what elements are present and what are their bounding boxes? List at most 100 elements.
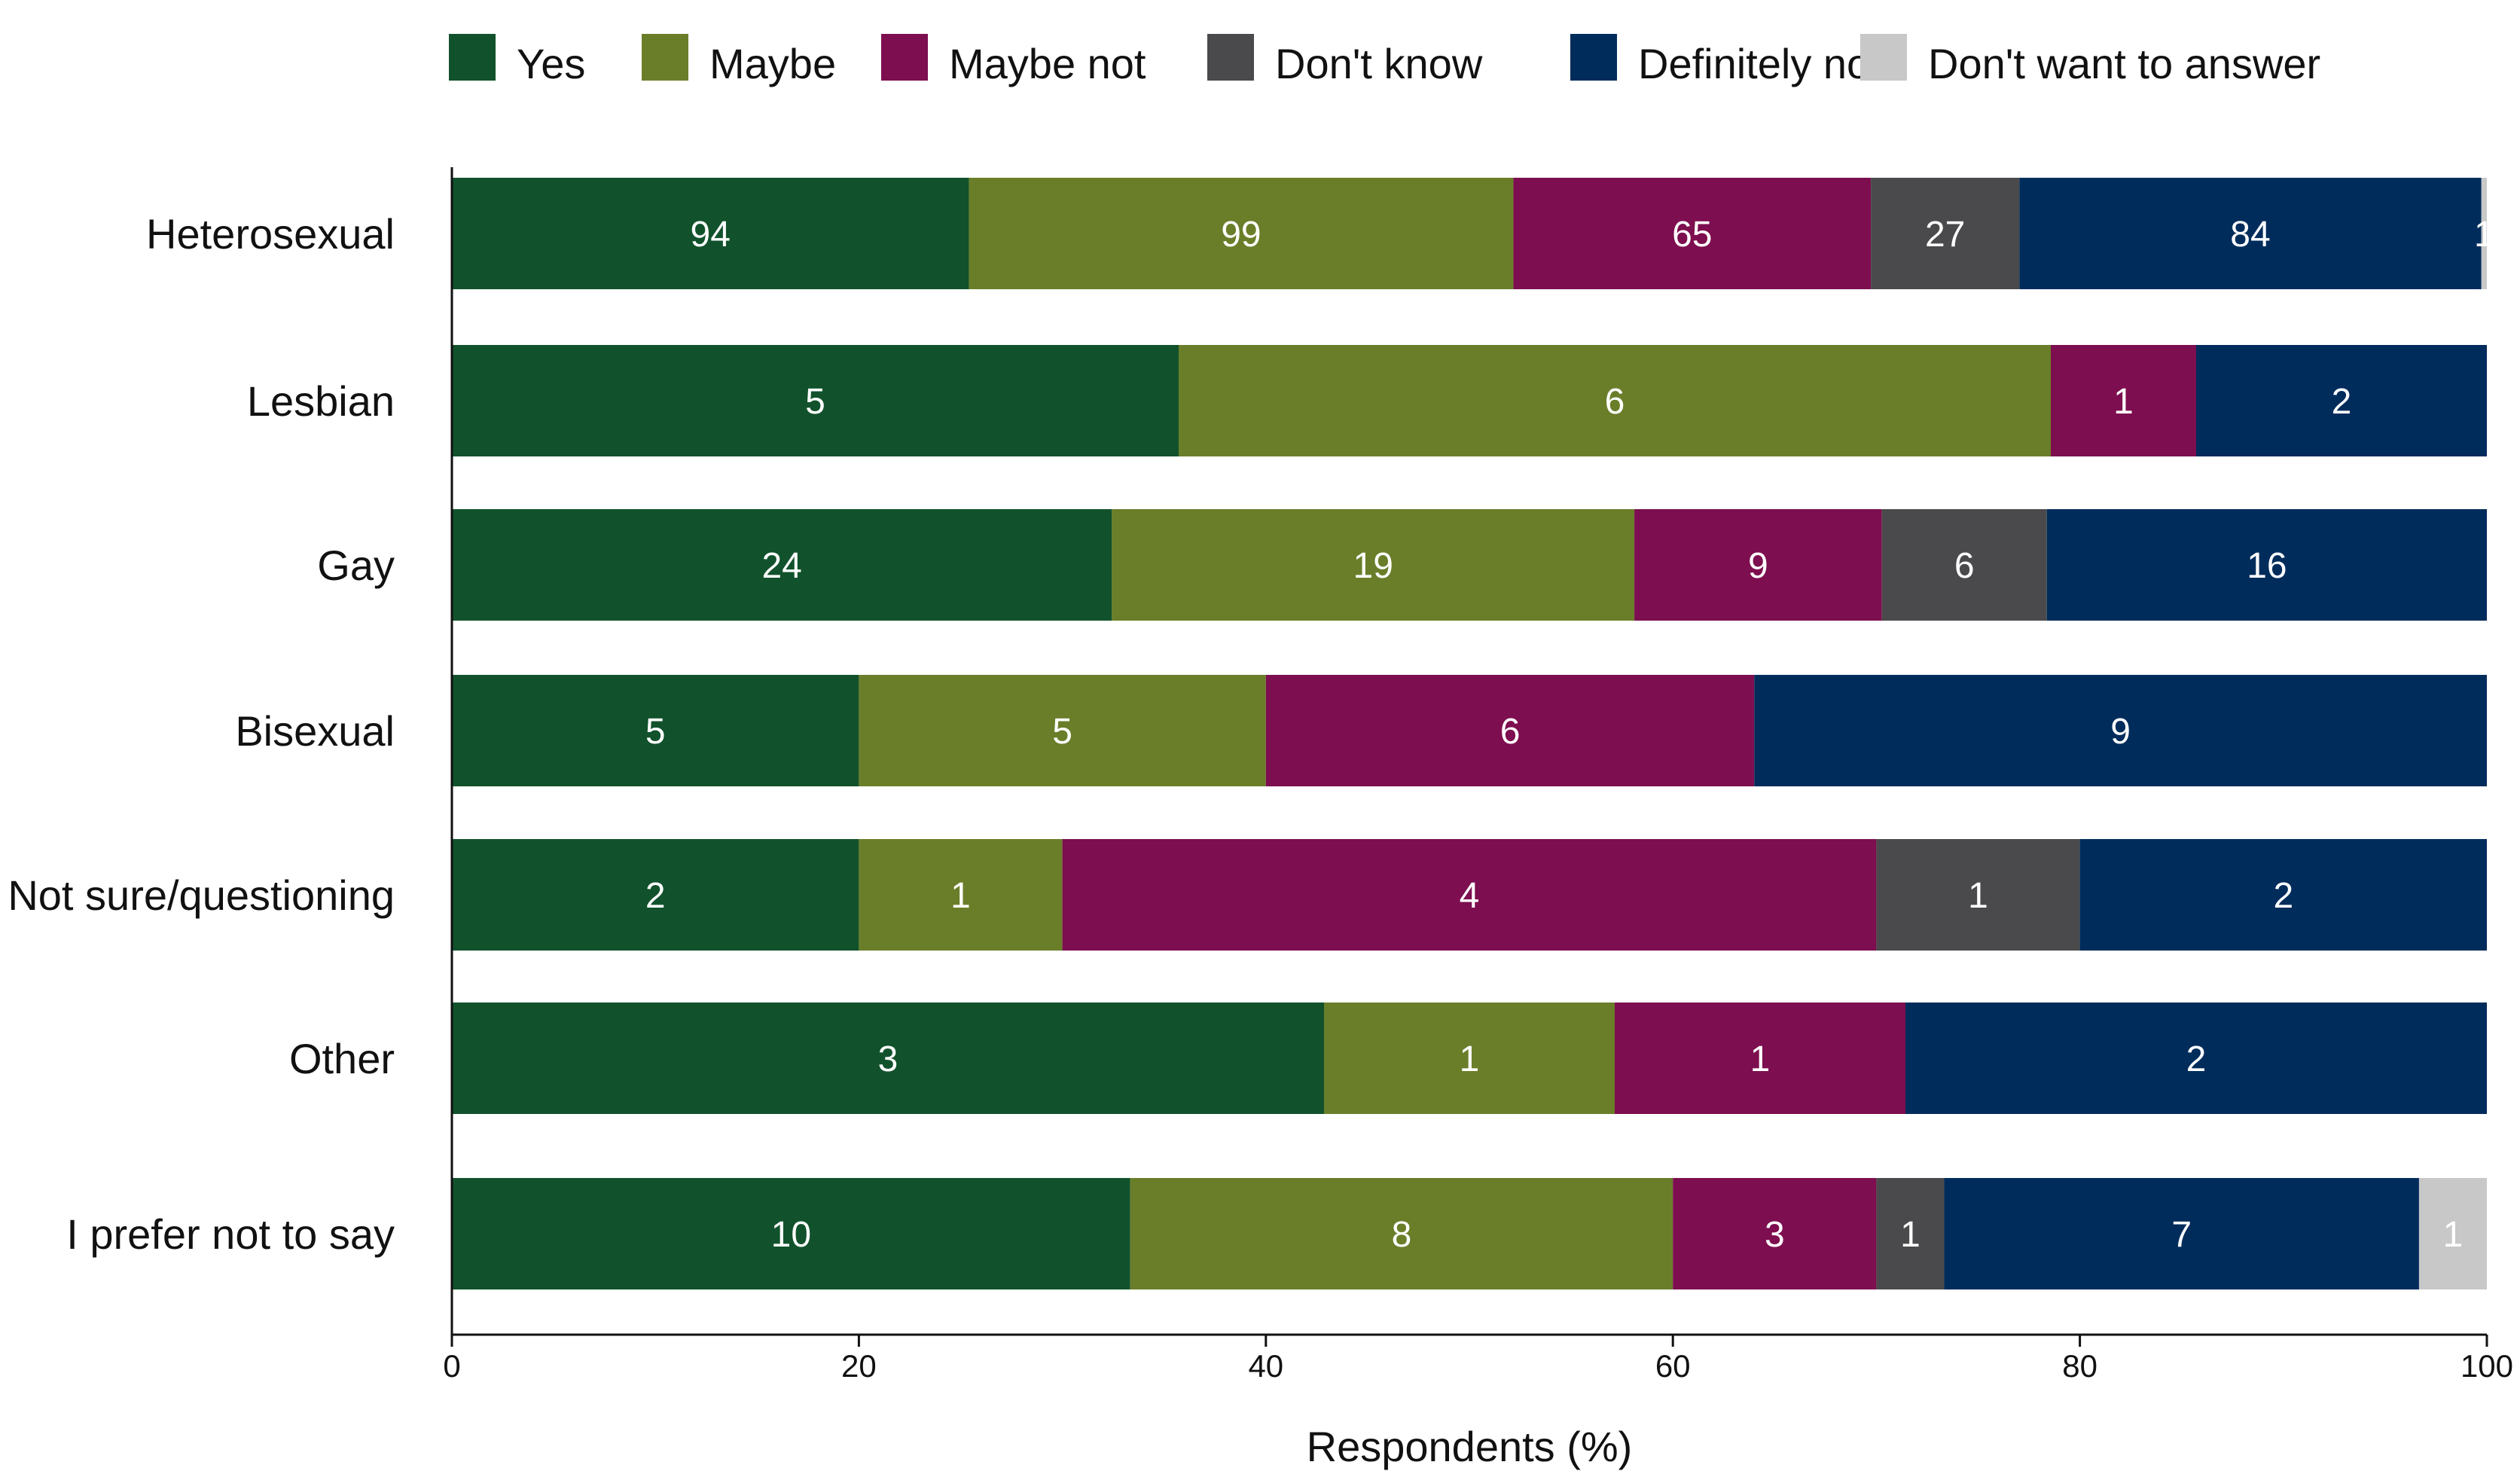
legend-label-definitely-no: Definitely no [1638, 40, 1870, 87]
x-axis-title: Respondents (%) [1307, 1423, 1633, 1470]
data-label-i-prefer-not-to-say-maybe: 8 [1392, 1215, 1412, 1255]
bar-heterosexual-maybe-not [1513, 178, 1872, 289]
data-label-not-sure-questioning-maybe-not: 4 [1460, 876, 1480, 916]
x-tick-label-40: 40 [1248, 1348, 1283, 1384]
bar-heterosexual-maybe [969, 178, 1514, 289]
bar-gay-maybe [1112, 509, 1635, 621]
data-label-gay-definitely-no: 16 [2247, 546, 2287, 586]
data-label-lesbian-yes: 5 [805, 382, 825, 422]
data-label-other-definitely-no: 2 [2186, 1039, 2207, 1079]
category-label-i-prefer-not-to-say: I prefer not to say [66, 1210, 395, 1258]
data-label-bisexual-definitely-no: 9 [2110, 712, 2131, 752]
data-label-heterosexual-don-t-want-to-answer: 1 [2474, 215, 2494, 255]
data-label-gay-don-t-know: 6 [1954, 546, 1975, 586]
category-label-not-sure-questioning: Not sure/questioning [8, 871, 395, 919]
legend-label-don-t-want-to-answer: Don't want to answer [1928, 40, 2320, 87]
category-label-lesbian: Lesbian [247, 377, 395, 425]
x-tick-label-0: 0 [443, 1348, 460, 1384]
bar-lesbian-maybe-not [2051, 345, 2196, 456]
data-label-bisexual-maybe: 5 [1052, 712, 1072, 752]
legend-label-maybe-not: Maybe not [949, 40, 1146, 87]
legend-swatch-definitely-no [1570, 34, 1617, 81]
data-label-lesbian-definitely-no: 2 [2332, 382, 2352, 422]
category-label-other: Other [289, 1035, 395, 1082]
data-label-heterosexual-definitely-no: 84 [2230, 215, 2270, 255]
bar-not-sure-questioning-maybe-not [1062, 839, 1877, 951]
legend-swatch-maybe [642, 34, 688, 81]
data-label-not-sure-questioning-don-t-know: 1 [1968, 876, 1988, 916]
legend-label-don-t-know: Don't know [1275, 40, 1483, 87]
data-label-lesbian-maybe-not: 1 [2113, 382, 2134, 422]
bar-bisexual-yes [452, 675, 859, 786]
bar-i-prefer-not-to-say-definitely-no [1944, 1178, 2419, 1289]
data-label-heterosexual-yes: 94 [691, 215, 731, 255]
category-label-heterosexual: Heterosexual [146, 210, 395, 258]
legend-label-yes: Yes [517, 40, 585, 87]
data-label-heterosexual-don-t-know: 27 [1925, 215, 1965, 255]
bar-gay-yes [452, 509, 1112, 621]
bar-other-definitely-no [1905, 1003, 2487, 1114]
bar-heterosexual-don-t-want-to-answer [2481, 178, 2487, 289]
x-tick-label-20: 20 [841, 1348, 877, 1384]
legend-swatch-maybe-not [881, 34, 928, 81]
axes: 0 20 40 60 80 100 Heterosexual Lesbian Gay Bisex… [8, 167, 2513, 1470]
data-label-i-prefer-not-to-say-maybe-not: 3 [1765, 1215, 1785, 1255]
data-label-i-prefer-not-to-say-definitely-no: 7 [2171, 1215, 2192, 1255]
legend-swatch-yes [449, 34, 496, 81]
x-tick-label-80: 80 [2062, 1348, 2097, 1384]
bar-i-prefer-not-to-say-maybe [1130, 1178, 1673, 1289]
category-label-gay: Gay [317, 542, 395, 589]
x-tick-label-60: 60 [1655, 1348, 1691, 1384]
plot-area: 94 99 65 27 84 15 6 1 224 19 9 6 165 5 6 92 1 4 1 23 1 1 210 8 3… [452, 178, 2494, 1289]
data-label-not-sure-questioning-maybe: 1 [950, 876, 971, 916]
bar-not-sure-questioning-definitely-no [2079, 839, 2487, 951]
data-label-gay-maybe: 19 [1353, 546, 1393, 586]
bar-not-sure-questioning-yes [452, 839, 859, 951]
bar-heterosexual-don-t-know [1871, 178, 2020, 289]
bar-other-maybe-not [1615, 1003, 1905, 1114]
bar-heterosexual-yes [452, 178, 969, 289]
bar-lesbian-yes [452, 345, 1179, 456]
category-label-bisexual: Bisexual [235, 707, 395, 755]
bar-gay-definitely-no [2046, 509, 2487, 621]
data-label-heterosexual-maybe-not: 65 [1672, 215, 1712, 255]
category-labels: Heterosexual Lesbian Gay Bisexual Not sure/q… [8, 210, 395, 1258]
bar-i-prefer-not-to-say-don-t-know [1876, 1178, 1945, 1289]
data-label-other-maybe: 1 [1460, 1039, 1480, 1079]
bar-not-sure-questioning-don-t-know [1876, 839, 2080, 951]
data-label-gay-yes: 24 [761, 546, 801, 586]
legend: Yes Maybe Maybe not Don't know Definitely no… [449, 34, 2320, 87]
data-label-heterosexual-maybe: 99 [1221, 215, 1261, 255]
bar-heterosexual-definitely-no [2019, 178, 2482, 289]
data-label-other-yes: 3 [878, 1039, 898, 1079]
legend-label-maybe: Maybe [709, 40, 836, 87]
bar-i-prefer-not-to-say-don-t-want-to-answer [2418, 1178, 2487, 1289]
bar-other-yes [452, 1003, 1324, 1114]
data-label-not-sure-questioning-yes: 2 [645, 876, 666, 916]
x-axis-ticks: 0 20 40 60 80 100 [443, 1335, 2513, 1384]
bar-bisexual-maybe [859, 675, 1266, 786]
bar-lesbian-definitely-no [2196, 345, 2487, 456]
data-label-i-prefer-not-to-say-don-t-want-to-answer: 1 [2443, 1215, 2464, 1255]
legend-swatch-don-t-know [1207, 34, 1254, 81]
data-label-i-prefer-not-to-say-don-t-know: 1 [1900, 1215, 1921, 1255]
data-label-other-maybe-not: 1 [1750, 1039, 1771, 1079]
bar-other-maybe [1324, 1003, 1615, 1114]
bar-lesbian-maybe [1179, 345, 2051, 456]
data-label-bisexual-maybe-not: 6 [1500, 712, 1521, 752]
bar-bisexual-definitely-no [1754, 675, 2487, 786]
bar-bisexual-maybe-not [1265, 675, 1755, 786]
data-label-bisexual-yes: 5 [645, 712, 666, 752]
legend-swatch-don-t-want-to-answer [1860, 34, 1907, 81]
data-label-gay-maybe-not: 9 [1748, 546, 1768, 586]
data-label-not-sure-questioning-definitely-no: 2 [2273, 876, 2293, 916]
bar-gay-don-t-know [1881, 509, 2047, 621]
bar-i-prefer-not-to-say-maybe-not [1673, 1178, 1877, 1289]
data-label-lesbian-maybe: 6 [1605, 382, 1625, 422]
bar-i-prefer-not-to-say-yes [452, 1178, 1130, 1289]
bar-gay-maybe-not [1634, 509, 1882, 621]
data-label-i-prefer-not-to-say-yes: 10 [771, 1215, 811, 1255]
bar-not-sure-questioning-maybe [859, 839, 1063, 951]
x-tick-label-100: 100 [2461, 1348, 2513, 1384]
